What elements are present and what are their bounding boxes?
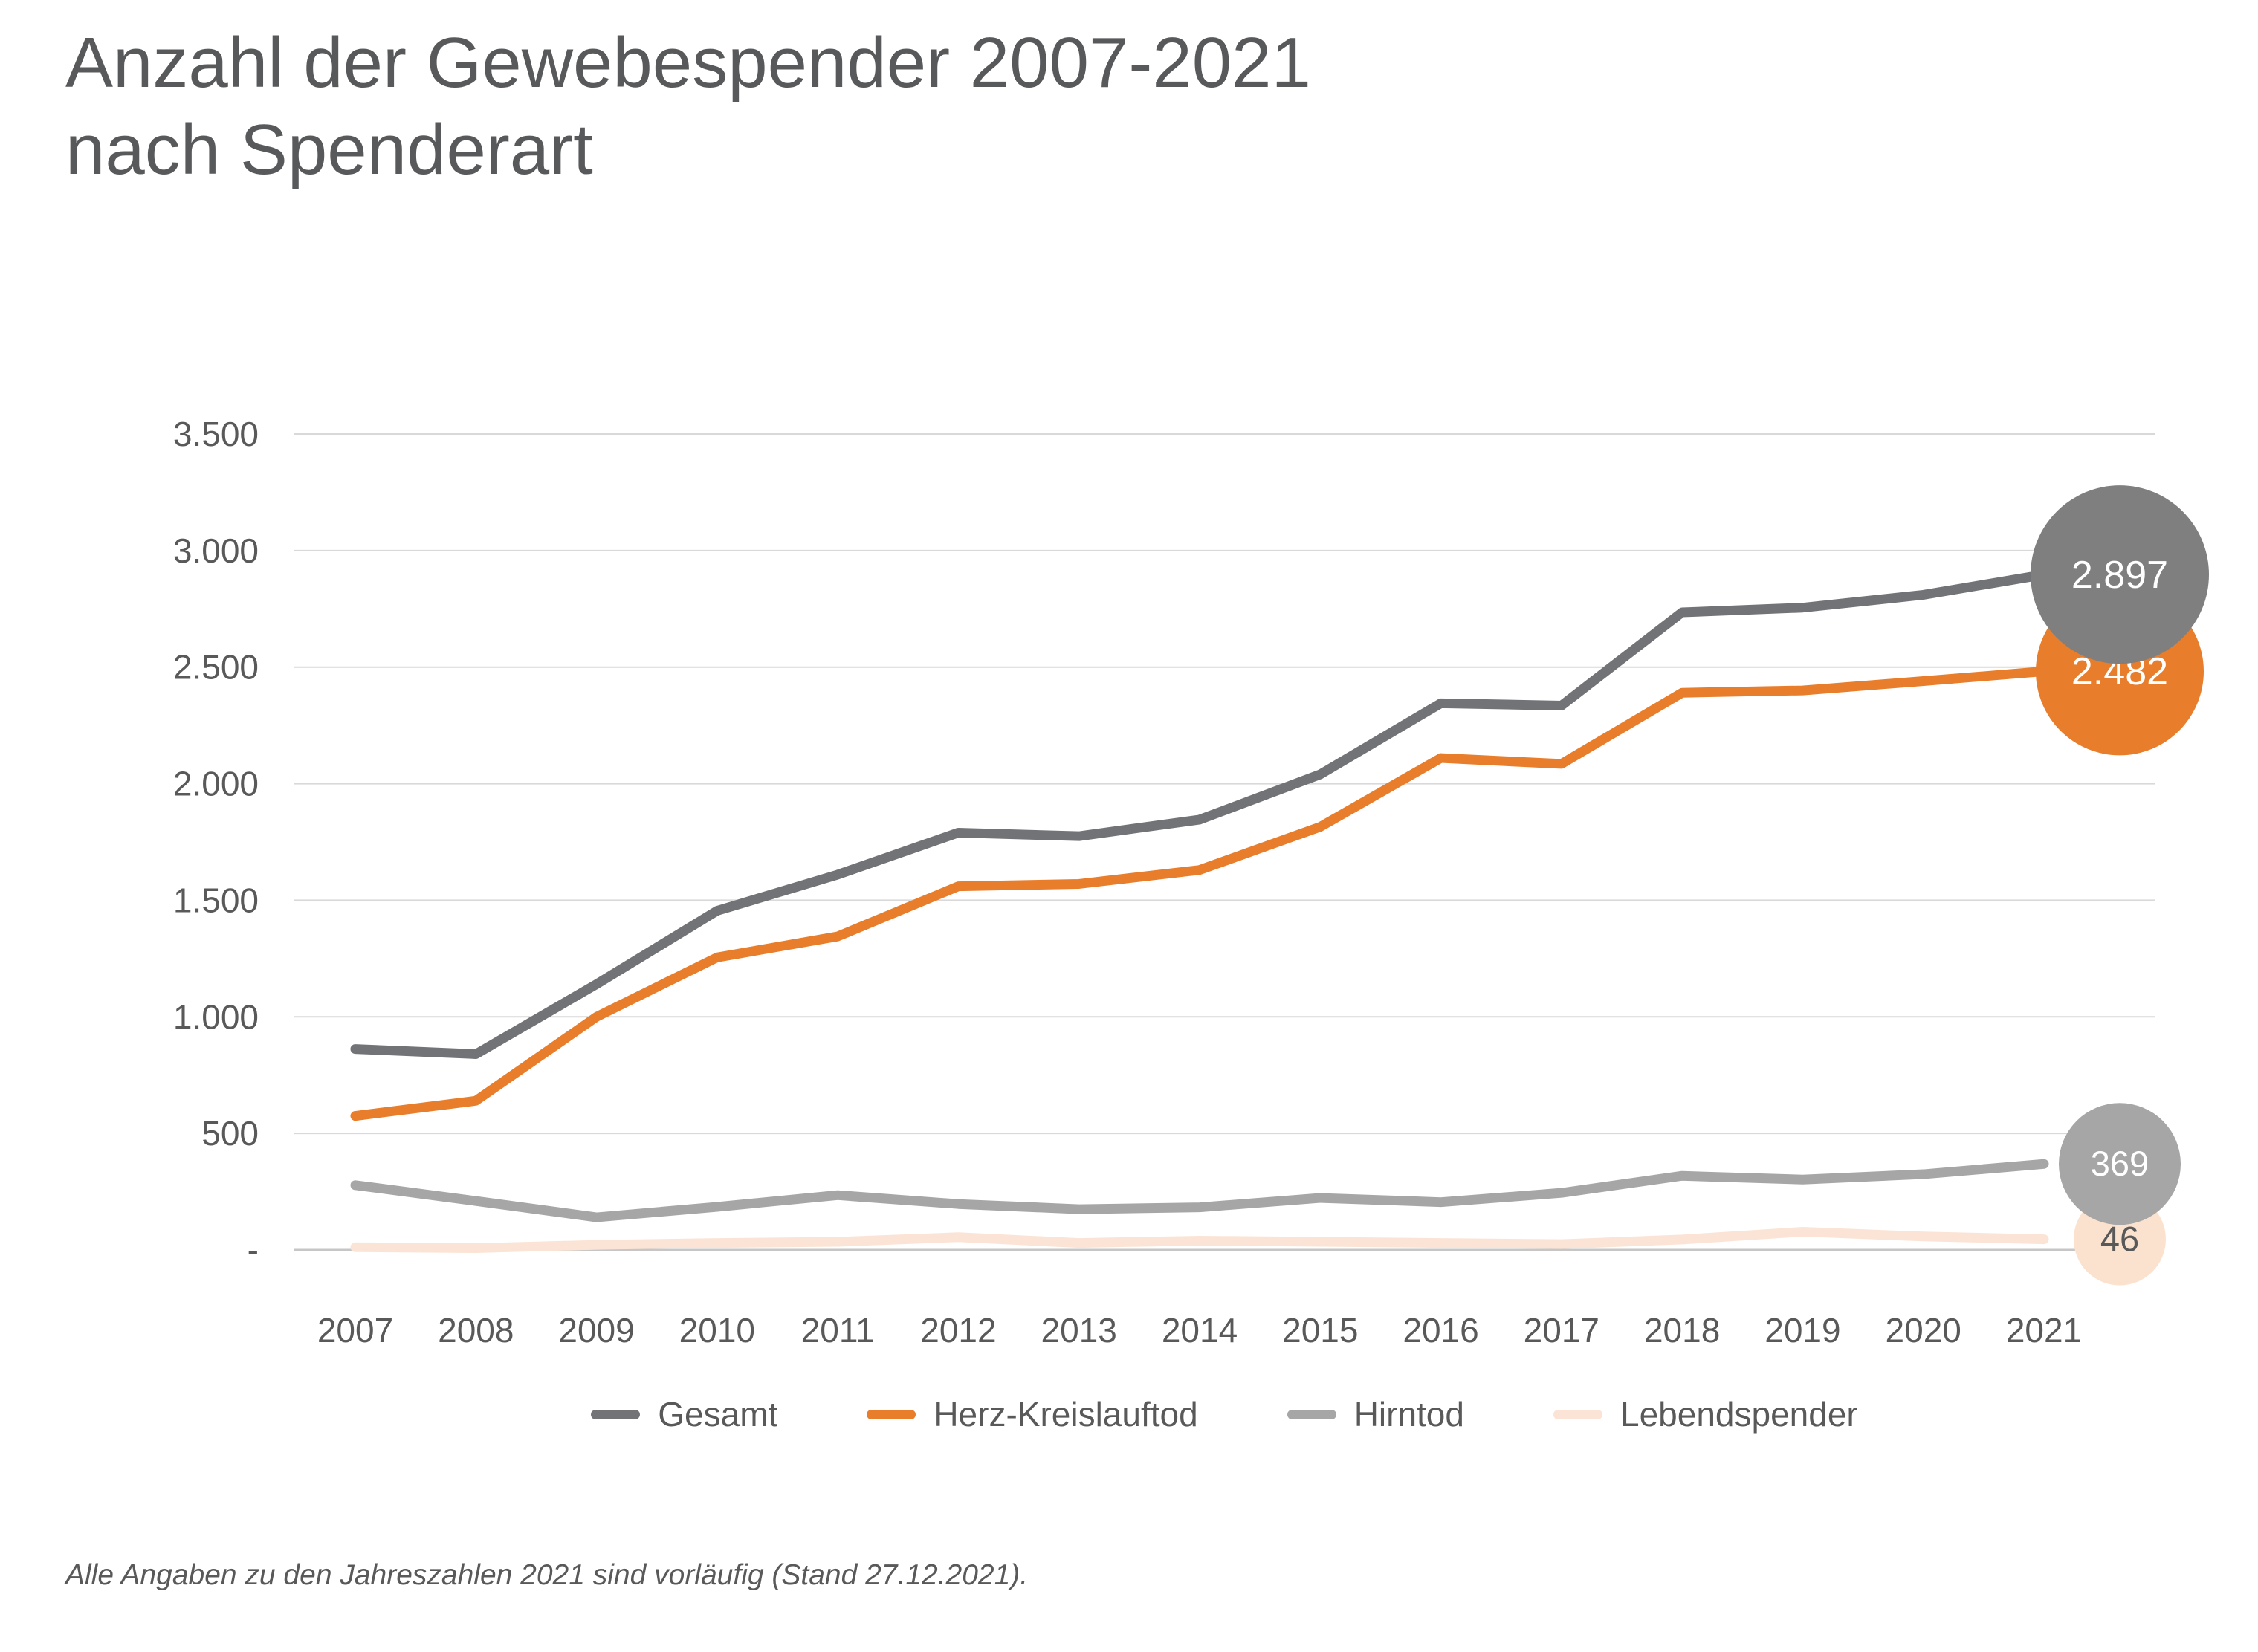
data-label-value: 369: [2091, 1144, 2149, 1183]
legend-item-gesamt: Gesamt: [591, 1394, 777, 1434]
x-axis-year-label: 2018: [1644, 1311, 1720, 1350]
legend-label: Herz-Kreislauftod: [934, 1395, 1198, 1434]
legend-label: Gesamt: [658, 1395, 778, 1434]
chart-title: Anzahl der Gewebespender 2007-2021 nach …: [65, 19, 1775, 193]
legend-item-hirntod: Hirntod: [1287, 1394, 1464, 1434]
x-axis-year-label: 2009: [558, 1311, 634, 1350]
y-axis-tick-label: 3.500: [173, 415, 259, 453]
legend-label: Hirntod: [1353, 1395, 1464, 1434]
y-axis-tick-label: 3.000: [173, 531, 259, 570]
data-label-circle-hirntod: [2059, 1103, 2181, 1225]
legend-label: Lebendspender: [1620, 1395, 1858, 1434]
x-axis-year-label: 2021: [2006, 1311, 2082, 1350]
y-axis-tick-label: 1.500: [173, 881, 259, 919]
x-axis-year-label: 2013: [1041, 1311, 1117, 1350]
legend-item-lebendspender: Lebendspender: [1553, 1394, 1858, 1434]
x-axis-year-label: 2017: [1524, 1311, 1599, 1350]
x-axis-year-label: 2020: [1886, 1311, 1961, 1350]
y-axis-tick-label: 1.000: [173, 997, 259, 1036]
legend-swatch-icon: [1287, 1409, 1336, 1419]
x-axis-year-label: 2011: [801, 1311, 875, 1350]
data-label-circle-gesamt: [2031, 485, 2209, 664]
y-axis-tick-label: 2.000: [173, 765, 259, 803]
y-axis-tick-label: 500: [201, 1114, 259, 1153]
legend-swatch-icon: [1553, 1409, 1602, 1419]
x-axis-year-label: 2015: [1282, 1311, 1358, 1350]
series-line-herz-kreislauftod: [350, 666, 2049, 1121]
legend-swatch-icon: [591, 1409, 641, 1419]
x-axis-year-label: 2019: [1764, 1311, 1840, 1350]
x-axis-year-label: 2012: [920, 1311, 996, 1350]
x-axis-year-label: 2007: [317, 1311, 393, 1350]
footnote: Alle Angaben zu den Jahreszahlen 2021 si…: [65, 1559, 1029, 1591]
y-axis-tick-label: 2.500: [173, 648, 259, 687]
series-line-gesamt: [350, 569, 2049, 1059]
chart-legend: Gesamt Herz-Kreislauftod Hirntod Lebendspen…: [294, 1388, 2155, 1440]
x-axis-year-label: 2014: [1162, 1311, 1238, 1350]
legend-swatch-icon: [867, 1409, 916, 1419]
x-axis-year-label: 2008: [438, 1311, 514, 1350]
series-line-lebendspender: [350, 1227, 2049, 1253]
y-axis-tick-label: -: [248, 1231, 259, 1269]
legend-item-herz-kreislauftod: Herz-Kreislauftod: [867, 1394, 1198, 1434]
x-axis-year-label: 2010: [679, 1311, 755, 1350]
x-axis-year-label: 2016: [1403, 1311, 1478, 1350]
data-label-value: 46: [2100, 1219, 2139, 1259]
data-label-value: 2.897: [2071, 554, 2168, 597]
series-line-hirntod: [350, 1159, 2049, 1222]
chart-title-line2: nach Spenderart: [65, 110, 593, 190]
chart-title-line1: Anzahl der Gewebespender 2007-2021: [65, 23, 1311, 103]
